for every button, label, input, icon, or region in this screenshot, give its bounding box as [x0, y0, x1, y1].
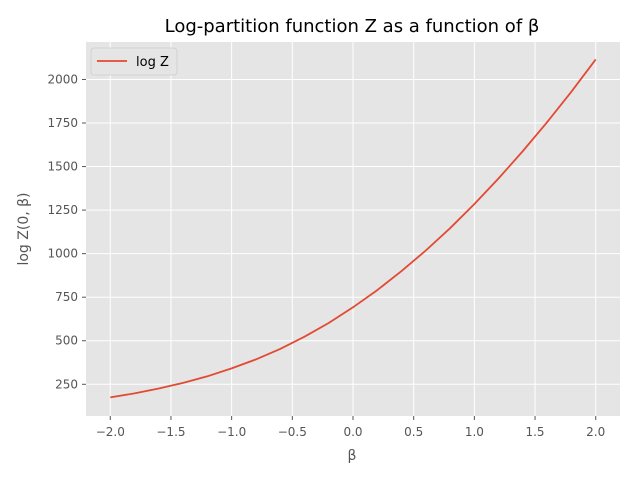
y-tick-label: 2000: [47, 72, 78, 86]
y-tick-label: 500: [55, 334, 78, 348]
y-tick-label: 1250: [47, 203, 78, 217]
series-line: [110, 58, 597, 399]
x-tick-label: 0.5: [404, 425, 423, 439]
x-tick-label: 1.5: [525, 425, 544, 439]
grid: [86, 42, 620, 416]
x-tick-label: 0.0: [343, 425, 362, 439]
x-tick-label: −2.0: [96, 425, 125, 439]
x-tick-label: −1.5: [156, 425, 185, 439]
x-tick-label: −0.5: [278, 425, 307, 439]
x-tick-label: 2.0: [586, 425, 605, 439]
y-tick-label: 750: [55, 290, 78, 304]
legend-box: [90, 47, 178, 76]
y-tick-label: 1750: [47, 116, 78, 130]
legend-label: log Z: [136, 55, 169, 70]
y-tick-label: 1000: [47, 247, 78, 261]
y-tick-label: 1500: [47, 160, 78, 174]
legend: log Z: [90, 47, 178, 76]
x-tick-label: −1.0: [217, 425, 246, 439]
series-layer: [110, 58, 597, 399]
x-tick-label: 1.0: [465, 425, 484, 439]
y-axis-label: log Z(0, β): [16, 192, 32, 265]
x-axis-label: β: [348, 448, 357, 464]
chart-title: Log-partition function Z as a function o…: [165, 16, 540, 37]
y-tick-label: 250: [55, 377, 78, 391]
axis-ticks: −2.0 −1.5 −1.0 −0.5 0.0 0.5 1.0 1.5 2.0 250 500 750…: [47, 72, 605, 439]
